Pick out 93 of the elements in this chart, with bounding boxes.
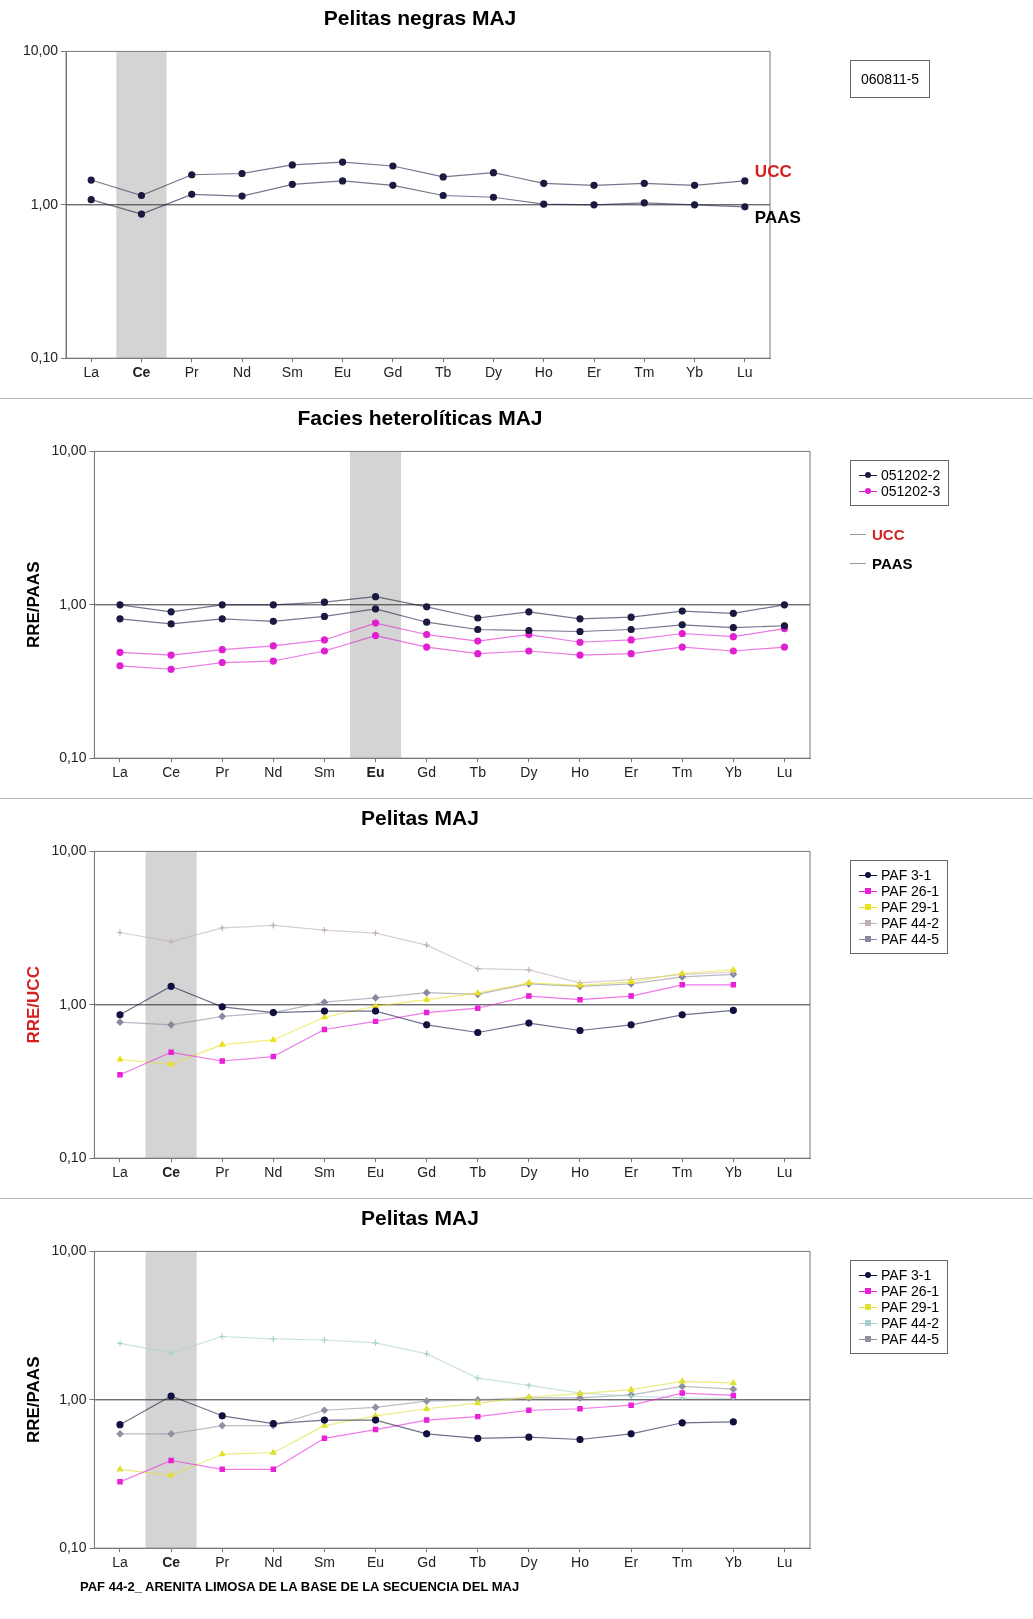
y-tick-label: 10,00 bbox=[51, 442, 87, 459]
chart-title: Facies heterolíticas MAJ bbox=[296, 406, 544, 430]
x-tick-label: Gd bbox=[417, 764, 436, 781]
x-tick-label: Yb bbox=[724, 764, 743, 781]
x-tick-label: Nd bbox=[264, 764, 283, 781]
y-axis-title: RRE/PAAS bbox=[23, 561, 43, 649]
y-axis-title: RRE/PAAS bbox=[23, 1356, 43, 1444]
text: PAF 44-2_ ARENITA LIMOSA DE LA BASE DE LA SECUENCIA DEL MAJ bbox=[80, 1579, 521, 1594]
x-tick-label: Pr bbox=[184, 364, 200, 381]
x-tick-label: Gd bbox=[417, 1164, 436, 1181]
x-tick-label: Pr bbox=[215, 1164, 230, 1181]
x-tick-label: Tm bbox=[634, 364, 655, 381]
x-tick-label: La bbox=[112, 1164, 128, 1181]
y-tick-label: 10,00 bbox=[51, 1242, 87, 1259]
x-tick-label: Nd bbox=[233, 364, 251, 381]
x-tick-label: Nd bbox=[264, 1164, 283, 1181]
legend-title: 060811-5 bbox=[860, 70, 921, 89]
x-tick-label: Gd bbox=[383, 364, 403, 381]
x-tick-label: Yb bbox=[724, 1164, 743, 1181]
legend-label: 051202-2 bbox=[881, 467, 941, 483]
x-tick-label: La bbox=[112, 764, 128, 781]
x-tick-label: Ho bbox=[571, 764, 590, 781]
x-tick-label: Ho bbox=[571, 1554, 590, 1571]
y-tick-label: 0,10 bbox=[59, 1539, 87, 1556]
x-tick-label: Ho bbox=[534, 364, 553, 381]
y-tick-label: 1,00 bbox=[30, 195, 59, 212]
x-tick-label: Gd bbox=[417, 1554, 436, 1571]
y-axis-title: RRE/UCC bbox=[23, 966, 43, 1044]
x-tick-label: Eu bbox=[334, 364, 352, 381]
x-tick-label: Yb bbox=[686, 364, 704, 381]
x-tick-label: Nd bbox=[264, 1554, 283, 1571]
x-tick-label: La bbox=[112, 1554, 128, 1571]
y-tick-label: 0,10 bbox=[30, 349, 59, 366]
x-tick-label: Dy bbox=[484, 364, 502, 381]
x-tick-label: Tb bbox=[469, 764, 487, 781]
y-tick-label: 0,10 bbox=[59, 1149, 87, 1166]
legend-label: PAF 44-2 bbox=[881, 915, 940, 931]
annotation: PAAS bbox=[754, 207, 801, 227]
x-tick-label: Eu bbox=[366, 764, 385, 781]
x-tick-label: Tm bbox=[672, 764, 693, 781]
legend-label: PAF 3-1 bbox=[881, 1267, 932, 1283]
x-tick-label: Ce bbox=[132, 364, 151, 381]
legend-label: PAF 29-1 bbox=[881, 899, 940, 915]
legend-label: PAF 29-1 bbox=[881, 1299, 940, 1315]
x-tick-label: Dy bbox=[520, 1554, 538, 1571]
x-tick-label: Er bbox=[624, 1554, 639, 1571]
text: UCC bbox=[872, 526, 905, 543]
x-tick-label: Dy bbox=[520, 764, 538, 781]
x-tick-label: Sm bbox=[281, 364, 303, 381]
x-tick-label: Ce bbox=[162, 764, 181, 781]
x-tick-label: Sm bbox=[313, 1554, 335, 1571]
chart-title: Pelitas MAJ bbox=[360, 806, 480, 830]
x-tick-label: Lu bbox=[776, 1164, 793, 1181]
y-tick-label: 1,00 bbox=[59, 995, 87, 1012]
x-tick-label: Eu bbox=[366, 1164, 385, 1181]
legend-label: PAF 3-1 bbox=[881, 867, 932, 883]
x-tick-label: Lu bbox=[737, 364, 753, 381]
chart-title: Pelitas negras MAJ bbox=[322, 6, 518, 30]
text: PAAS bbox=[872, 555, 913, 572]
x-tick-label: Lu bbox=[776, 764, 793, 781]
x-tick-label: Er bbox=[587, 364, 602, 381]
legend-label: PAF 26-1 bbox=[881, 883, 940, 899]
y-tick-label: 10,00 bbox=[22, 42, 59, 59]
x-tick-label: Ce bbox=[162, 1554, 181, 1571]
legend-label: 051202-3 bbox=[881, 483, 941, 499]
x-tick-label: La bbox=[83, 364, 100, 381]
x-tick-label: Ce bbox=[162, 1164, 181, 1181]
x-tick-label: Dy bbox=[520, 1164, 538, 1181]
x-tick-label: Sm bbox=[313, 764, 335, 781]
x-tick-label: Sm bbox=[313, 1164, 335, 1181]
legend-label: PAF 44-5 bbox=[881, 1331, 940, 1347]
y-tick-label: 1,00 bbox=[59, 595, 87, 612]
y-tick-label: 10,00 bbox=[51, 842, 87, 859]
y-tick-label: 1,00 bbox=[59, 1390, 87, 1407]
x-tick-label: Tb bbox=[469, 1554, 487, 1571]
x-tick-label: Tm bbox=[672, 1554, 693, 1571]
x-tick-label: Er bbox=[624, 1164, 639, 1181]
x-tick-label: Er bbox=[624, 764, 639, 781]
x-tick-label: Pr bbox=[215, 1554, 230, 1571]
x-tick-label: Ho bbox=[571, 1164, 590, 1181]
x-tick-label: Tb bbox=[434, 364, 452, 381]
y-tick-label: 0,10 bbox=[59, 749, 87, 766]
chart-title: Pelitas MAJ bbox=[360, 1206, 480, 1230]
legend-label: PAF 44-2 bbox=[881, 1315, 940, 1331]
x-tick-label: Yb bbox=[724, 1554, 743, 1571]
x-tick-label: Tb bbox=[469, 1164, 487, 1181]
x-tick-label: Pr bbox=[215, 764, 230, 781]
x-tick-label: Lu bbox=[776, 1554, 793, 1571]
x-tick-label: Tm bbox=[672, 1164, 693, 1181]
legend-label: PAF 44-5 bbox=[881, 931, 940, 947]
annotation: UCC bbox=[754, 161, 792, 181]
legend-label: PAF 26-1 bbox=[881, 1283, 940, 1299]
x-tick-label: Eu bbox=[366, 1554, 385, 1571]
